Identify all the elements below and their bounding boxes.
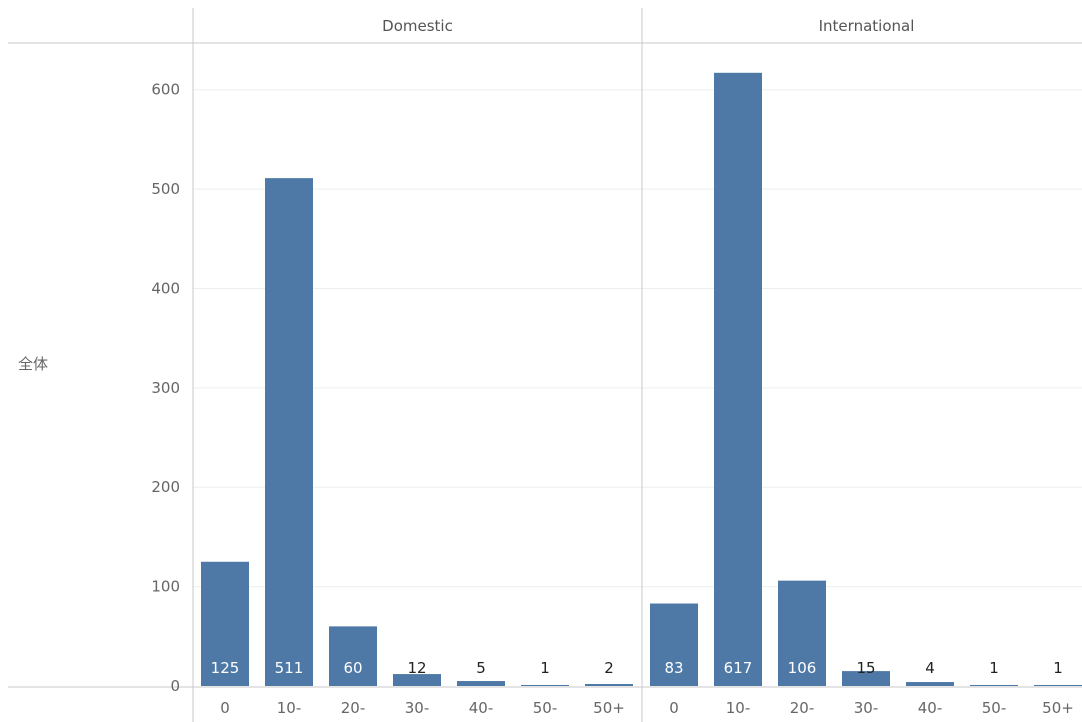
x-tick-label: 40- <box>918 699 943 717</box>
bar <box>521 685 569 686</box>
panel-dividers <box>8 8 1082 722</box>
y-tick-label: 300 <box>151 379 180 397</box>
bar <box>970 685 1018 686</box>
data-label: 1 <box>1053 659 1063 677</box>
x-tick-label: 0 <box>669 699 679 717</box>
x-tick-label: 50- <box>982 699 1007 717</box>
bar <box>265 178 313 686</box>
panel-header: Domestic <box>382 17 453 35</box>
data-label: 4 <box>925 659 935 677</box>
y-tick-label: 600 <box>151 81 180 99</box>
panel-domestic: Domestic 125 0 511 10- 60 20- 12 30- 5 40- 1 50- 2 50+ <box>201 17 633 717</box>
data-label: 2 <box>604 659 614 677</box>
y-tick-label: 200 <box>151 478 180 496</box>
bar <box>906 682 954 686</box>
panel-international: International 83 0 617 10- 106 20- 15 30- 4 40- 1 50… <box>650 17 1082 717</box>
data-label: 511 <box>275 659 304 677</box>
bar <box>714 72 762 686</box>
data-label: 12 <box>407 659 426 677</box>
x-tick-label: 50+ <box>593 699 625 717</box>
data-label: 106 <box>788 659 817 677</box>
x-tick-label: 40- <box>469 699 494 717</box>
y-tick-label: 500 <box>151 180 180 198</box>
bar <box>778 580 826 686</box>
x-tick-label: 30- <box>405 699 430 717</box>
panel-header: International <box>819 17 915 35</box>
x-tick-label: 20- <box>790 699 815 717</box>
bar <box>393 674 441 686</box>
y-tick-label: 0 <box>170 677 180 695</box>
bar <box>329 626 377 686</box>
data-label: 83 <box>664 659 683 677</box>
bar <box>1034 685 1082 686</box>
x-tick-label: 50+ <box>1042 699 1074 717</box>
data-label: 1 <box>989 659 999 677</box>
bar <box>201 561 249 686</box>
x-tick-label: 50- <box>533 699 558 717</box>
bar <box>650 603 698 686</box>
gridlines <box>193 89 1082 588</box>
y-tick-label: 400 <box>151 279 180 297</box>
x-tick-label: 20- <box>341 699 366 717</box>
bar <box>842 671 890 686</box>
data-label: 5 <box>476 659 486 677</box>
bar <box>585 684 633 686</box>
y-tick-label: 100 <box>151 578 180 596</box>
row-label: 全体 <box>18 355 48 373</box>
x-tick-label: 30- <box>854 699 879 717</box>
data-label: 125 <box>211 659 240 677</box>
panels: Domestic 125 0 511 10- 60 20- 12 30- 5 40- 1 50- 2 50+… <box>201 17 1082 717</box>
x-tick-label: 10- <box>726 699 751 717</box>
y-axis: 0 100 200 300 400 500 600 <box>151 81 180 695</box>
x-tick-label: 10- <box>277 699 302 717</box>
data-label: 1 <box>540 659 550 677</box>
data-label: 60 <box>343 659 362 677</box>
data-label: 15 <box>856 659 875 677</box>
x-tick-label: 0 <box>220 699 230 717</box>
bar <box>457 681 505 686</box>
data-label: 617 <box>724 659 753 677</box>
